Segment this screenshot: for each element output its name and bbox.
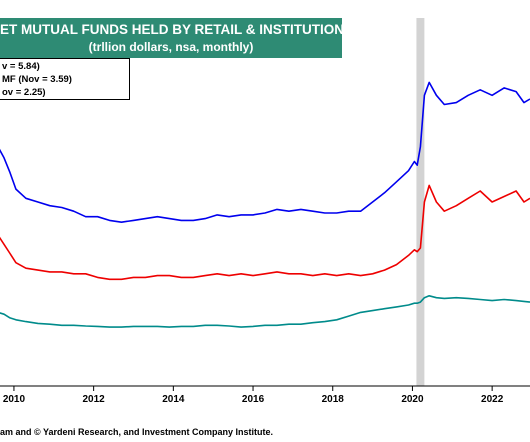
chart-title-box: ET MUTUAL FUNDS HELD BY RETAIL & INSTITU…	[0, 18, 354, 58]
legend-item-teal: ov = 2.25)	[2, 87, 46, 98]
series-line-2	[0, 294, 530, 328]
x-tick-label-2012: 2012	[83, 394, 106, 403]
series-line-0	[0, 81, 530, 223]
legend-item-blue: v = 5.84)	[2, 61, 40, 72]
x-tick-label-2020: 2020	[401, 394, 424, 403]
series-line-1	[0, 184, 530, 281]
x-tick-label-2014: 2014	[162, 394, 185, 403]
x-tick-label-2022: 2022	[481, 394, 504, 403]
x-tick-label-2010: 2010	[3, 394, 26, 403]
recession-shading	[416, 18, 425, 386]
source-note: am and © Yardeni Research, and Investmen…	[0, 427, 274, 437]
chart-frame: 2010 2012 2014 2016 2018 2020 2022	[0, 18, 530, 403]
legend-item-red: MF (Nov = 3.59)	[2, 74, 72, 85]
line-chart: 2010 2012 2014 2016 2018 2020 2022	[0, 18, 530, 403]
x-tick-label-2016: 2016	[242, 394, 265, 403]
x-tick-label-2018: 2018	[322, 394, 345, 403]
chart-legend: v = 5.84) MF (Nov = 3.59) ov = 2.25)	[0, 58, 130, 100]
chart-title: ET MUTUAL FUNDS HELD BY RETAIL & INSTITU…	[0, 22, 354, 37]
chart-subtitle: (trllion dollars, nsa, monthly)	[88, 40, 254, 54]
